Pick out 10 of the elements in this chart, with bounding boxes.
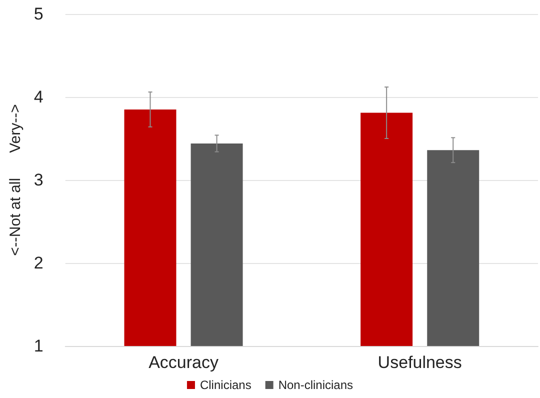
y-tick-label: 1 — [34, 336, 44, 356]
y-tick-label: 4 — [34, 88, 44, 106]
y-tick-label: 2 — [34, 254, 44, 272]
x-tick-label: Usefulness — [378, 353, 462, 372]
legend-label: Clinicians — [200, 378, 252, 392]
y-tick-label: 5 — [34, 4, 44, 24]
legend-label: Non-clinicians — [278, 378, 354, 392]
y-tick-label: 3 — [34, 170, 44, 190]
x-tick-label: Accuracy — [148, 353, 219, 372]
y-axis-title: <--Not at all Very--> — [7, 104, 24, 256]
